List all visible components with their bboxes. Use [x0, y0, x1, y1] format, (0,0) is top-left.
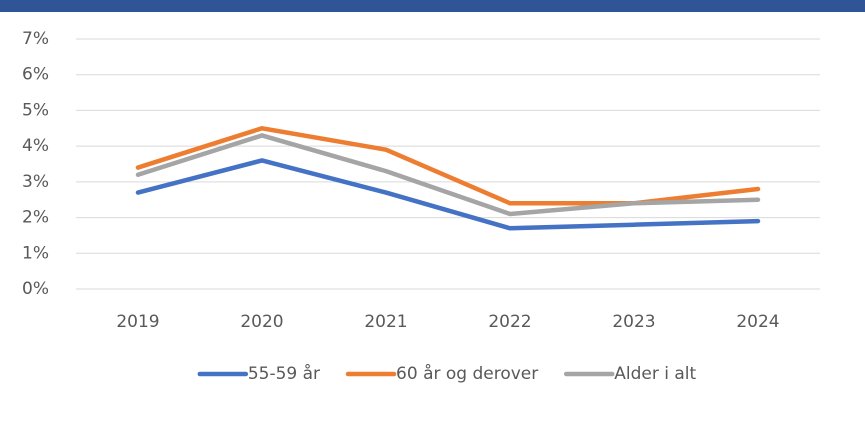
- series-line: [135, 158, 761, 231]
- x-tick-label: 2022: [488, 312, 531, 332]
- x-tick-label: 2024: [736, 312, 779, 332]
- y-tick-label: 2%: [22, 208, 49, 228]
- y-tick-label: 5%: [22, 100, 49, 120]
- y-tick-label: 1%: [22, 243, 49, 263]
- series-line: [135, 133, 761, 217]
- y-tick-label: 3%: [22, 172, 49, 192]
- legend-label: Alder i alt: [614, 364, 696, 384]
- x-tick-label: 2020: [240, 312, 283, 332]
- y-tick-label: 4%: [22, 136, 49, 156]
- legend-label: 55-59 år: [248, 363, 320, 384]
- y-tick-label: 0%: [22, 279, 49, 299]
- x-tick-label: 2021: [364, 312, 407, 332]
- y-tick-label: 7%: [22, 29, 49, 49]
- legend-label: 60 år og derover: [396, 363, 538, 384]
- x-tick-label: 2019: [116, 312, 159, 332]
- x-tick-label: 2023: [612, 312, 655, 332]
- header-bar: [0, 0, 865, 12]
- y-tick-label: 6%: [22, 65, 49, 85]
